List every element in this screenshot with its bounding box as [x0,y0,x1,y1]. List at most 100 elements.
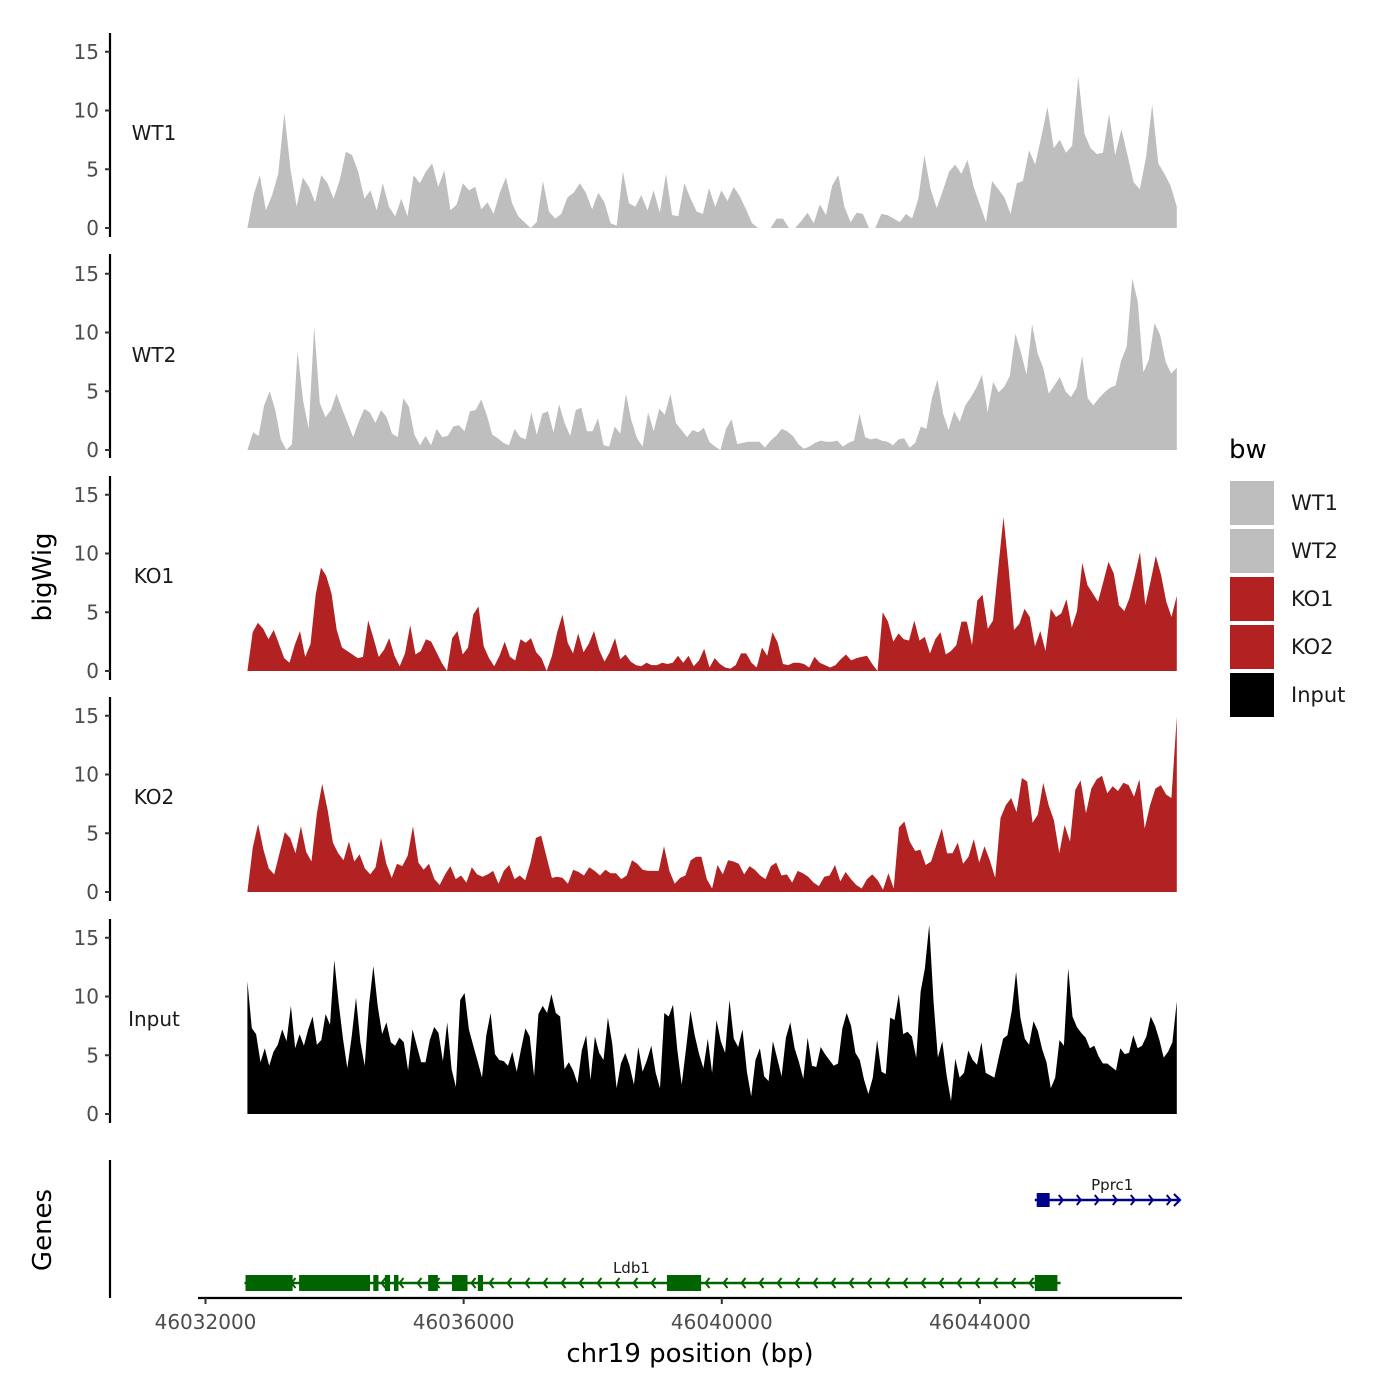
legend-label: WT2 [1291,539,1338,563]
strand-arrow [794,1277,801,1289]
strand-arrow [578,1277,585,1289]
y-tick-label: 10 [74,542,99,566]
exon [428,1275,438,1291]
legend-item-ko2: KO2 [1230,625,1334,669]
strand-arrow [488,1277,495,1289]
strand-arrow [506,1277,513,1289]
y-tick-label: 10 [74,985,99,1009]
x-tick-label: 46036000 [413,1310,515,1334]
strand-arrow [1028,1277,1035,1289]
y-tick-label: 10 [74,99,99,123]
y-tick-label: 15 [74,926,99,950]
legend-item-ko1: KO1 [1230,577,1334,621]
area-input [247,924,1177,1114]
y-tick-label: 0 [86,880,99,904]
y-tick-label: 10 [74,763,99,787]
track-ko2: 0 5 10 15 KO2 [74,697,1177,904]
exon [477,1275,484,1291]
y-axis-title-genes: Genes [28,1189,58,1271]
legend-swatch [1230,529,1274,573]
strand-arrow [884,1277,891,1289]
strand-arrow [416,1277,423,1289]
exon [393,1275,399,1291]
strand-arrow [1130,1194,1137,1206]
strand-arrow [632,1277,639,1289]
strand-arrow [1112,1194,1119,1206]
y-tick-label: 0 [86,1102,99,1126]
y-tick-label: 5 [86,379,99,403]
legend-swatch [1230,577,1274,621]
strand-arrow [920,1277,927,1289]
track-input: 0 5 10 15 Input [74,919,1177,1126]
legend-item-input: Input [1230,673,1345,717]
x-tick-label: 46044000 [929,1310,1031,1334]
y-tick-label: 0 [86,438,99,462]
strand-arrow [866,1277,873,1289]
exon [1036,1193,1050,1207]
y-tick-label: 15 [74,704,99,728]
strand-arrow [1094,1194,1101,1206]
exon [373,1275,379,1291]
x-axis: 46032000 46036000 46040000 46044000 [155,1296,1182,1334]
strand-arrow [758,1277,765,1289]
track-label-ko1: KO1 [134,564,175,588]
exon [666,1275,702,1291]
strand-arrow [776,1277,783,1289]
track-label-wt2: WT2 [132,343,177,367]
gene-pprc1: Pprc1 [1034,1176,1182,1207]
strand-arrow [1166,1194,1173,1206]
exon [452,1275,468,1291]
strand-arrow [560,1277,567,1289]
y-tick-label: 15 [74,262,99,286]
track-wt2: 0 5 10 15 WT2 [74,254,1177,462]
legend-title: bw [1229,435,1267,465]
strand-arrow [1076,1194,1083,1206]
legend-swatch [1230,481,1274,525]
strand-arrow [524,1277,531,1289]
strand-arrow [956,1277,963,1289]
exon [384,1275,391,1291]
y-tick-label: 5 [86,157,99,181]
area-ko2 [247,716,1177,892]
strand-arrow [1148,1194,1155,1206]
x-tick-label: 46040000 [671,1310,773,1334]
y-tick-label: 0 [86,216,99,240]
gene-annotation-track: Ldb1 Pprc1 [108,1160,1182,1298]
strand-arrow [398,1277,405,1289]
exon [299,1275,371,1291]
y-axis-title-bigwig: bigWig [28,532,58,621]
y-tick-label: 15 [74,40,99,64]
track-wt1: 0 5 10 15 WT1 [74,33,1177,240]
strand-arrow [740,1277,747,1289]
y-tick-label: 0 [86,659,99,683]
strand-arrow [1010,1277,1017,1289]
strand-arrow [596,1277,603,1289]
gene-label-ldb1: Ldb1 [613,1259,650,1277]
track-ko1: 0 5 10 15 KO1 [74,476,1177,683]
x-axis-title: chr19 position (bp) [566,1339,813,1369]
strand-arrow [470,1277,477,1289]
track-label-ko2: KO2 [134,785,175,809]
legend-label: WT1 [1291,491,1338,515]
track-label-wt1: WT1 [132,121,177,145]
y-tick-label: 5 [86,600,99,624]
area-wt2 [247,278,1177,450]
area-ko1 [247,517,1177,671]
exon [245,1275,293,1291]
strand-arrow [974,1277,981,1289]
strand-arrow [938,1277,945,1289]
legend-item-wt1: WT1 [1230,481,1338,525]
legend-item-wt2: WT2 [1230,529,1338,573]
strand-arrow [902,1277,909,1289]
x-tick-label: 46032000 [155,1310,257,1334]
y-tick-label: 10 [74,321,99,345]
strand-arrow [542,1277,549,1289]
legend-label: Input [1291,683,1345,707]
strand-arrow [704,1277,711,1289]
strand-arrow [812,1277,819,1289]
area-wt1 [247,76,1177,229]
gene-ldb1: Ldb1 [243,1259,1061,1291]
strand-arrow [830,1277,837,1289]
strand-arrow [848,1277,855,1289]
